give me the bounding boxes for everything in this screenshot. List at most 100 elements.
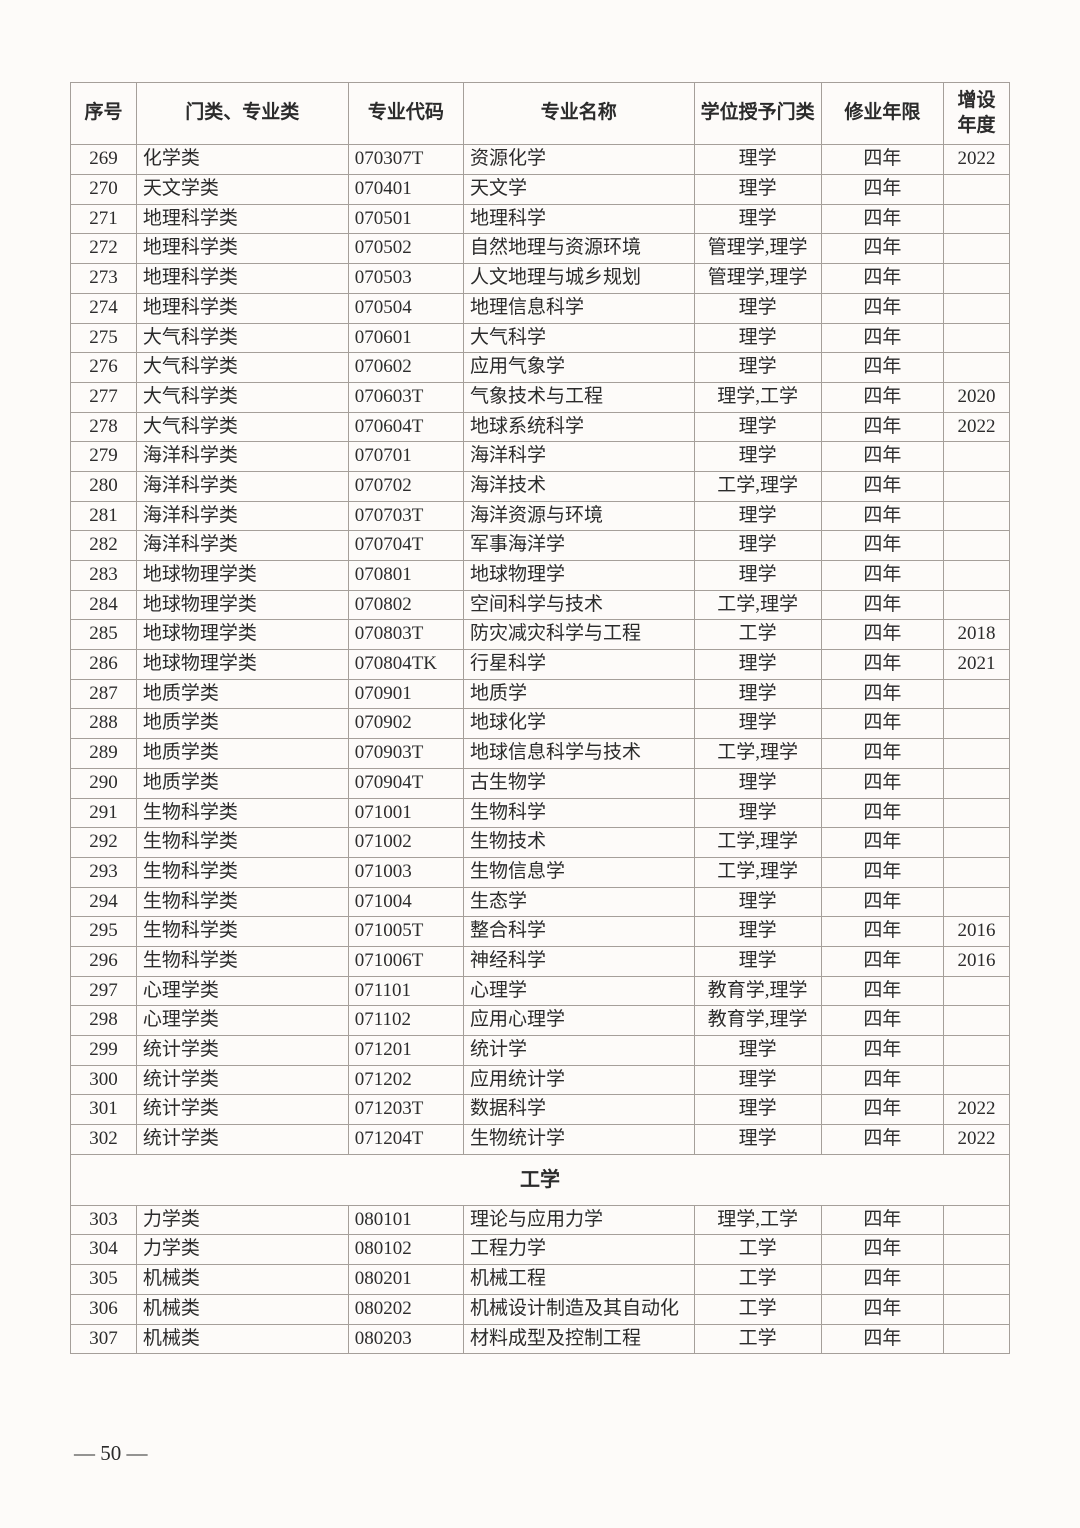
table-cell: 四年 <box>821 264 943 294</box>
table-cell: 070804TK <box>348 650 463 680</box>
table-cell: 304 <box>71 1235 137 1265</box>
table-cell: 四年 <box>821 739 943 769</box>
table-cell <box>944 1294 1010 1324</box>
table-cell: 理学 <box>694 650 821 680</box>
table-cell: 070902 <box>348 709 463 739</box>
table-cell: 应用心理学 <box>464 1006 695 1036</box>
column-header: 门类、专业类 <box>136 83 348 145</box>
table-cell: 四年 <box>821 561 943 591</box>
table-row: 275大气科学类070601大气科学理学四年 <box>71 323 1010 353</box>
table-cell: 工学 <box>694 1324 821 1354</box>
table-cell: 297 <box>71 976 137 1006</box>
table-cell: 294 <box>71 887 137 917</box>
table-cell: 力学类 <box>136 1205 348 1235</box>
table-cell: 应用气象学 <box>464 353 695 383</box>
table-cell: 290 <box>71 768 137 798</box>
table-cell: 海洋资源与环境 <box>464 501 695 531</box>
table-cell: 2016 <box>944 946 1010 976</box>
table-cell <box>944 175 1010 205</box>
table-cell: 理学 <box>694 293 821 323</box>
table-cell: 大气科学类 <box>136 323 348 353</box>
table-cell: 理学 <box>694 323 821 353</box>
table-cell: 生物科学类 <box>136 946 348 976</box>
table-cell: 生物科学类 <box>136 857 348 887</box>
table-cell: 人文地理与城乡规划 <box>464 264 695 294</box>
table-cell: 287 <box>71 679 137 709</box>
table-row: 300统计学类071202应用统计学理学四年 <box>71 1065 1010 1095</box>
table-cell: 2022 <box>944 1095 1010 1125</box>
table-cell: 四年 <box>821 1294 943 1324</box>
table-row: 299统计学类071201统计学理学四年 <box>71 1036 1010 1066</box>
table-cell: 四年 <box>821 1324 943 1354</box>
page-container: 序号门类、专业类专业代码专业名称学位授予门类修业年限增设年度 269化学类070… <box>0 0 1080 1528</box>
table-cell <box>944 234 1010 264</box>
table-cell: 四年 <box>821 1235 943 1265</box>
table-row: 288地质学类070902地球化学理学四年 <box>71 709 1010 739</box>
table-cell: 海洋科学类 <box>136 501 348 531</box>
table-cell: 275 <box>71 323 137 353</box>
table-cell: 机械工程 <box>464 1265 695 1295</box>
table-cell: 行星科学 <box>464 650 695 680</box>
table-cell: 理学 <box>694 561 821 591</box>
table-cell: 298 <box>71 1006 137 1036</box>
table-cell: 071202 <box>348 1065 463 1095</box>
table-cell: 防灾减灾科学与工程 <box>464 620 695 650</box>
table-cell: 四年 <box>821 442 943 472</box>
table-cell: 279 <box>71 442 137 472</box>
table-cell: 天文学 <box>464 175 695 205</box>
majors-table: 序号门类、专业类专业代码专业名称学位授予门类修业年限增设年度 269化学类070… <box>70 82 1010 1354</box>
table-row: 289地质学类070903T地球信息科学与技术工学,理学四年 <box>71 739 1010 769</box>
table-cell: 理学,工学 <box>694 382 821 412</box>
table-cell: 工学,理学 <box>694 590 821 620</box>
table-cell: 070703T <box>348 501 463 531</box>
table-cell: 生物科学类 <box>136 917 348 947</box>
table-cell: 地球物理学类 <box>136 590 348 620</box>
table-row: 291生物科学类071001生物科学理学四年 <box>71 798 1010 828</box>
table-cell: 四年 <box>821 1036 943 1066</box>
table-cell: 理学 <box>694 1036 821 1066</box>
table-cell: 理学 <box>694 887 821 917</box>
column-header: 专业代码 <box>348 83 463 145</box>
table-cell: 070803T <box>348 620 463 650</box>
column-header: 专业名称 <box>464 83 695 145</box>
table-row: 278大气科学类070604T地球系统科学理学四年2022 <box>71 412 1010 442</box>
table-cell <box>944 857 1010 887</box>
table-cell: 071005T <box>348 917 463 947</box>
table-body: 269化学类070307T资源化学理学四年2022270天文学类070401天文… <box>71 145 1010 1354</box>
table-cell: 理学 <box>694 531 821 561</box>
table-row: 305机械类080201机械工程工学四年 <box>71 1265 1010 1295</box>
table-cell: 四年 <box>821 471 943 501</box>
table-cell: 地理科学 <box>464 204 695 234</box>
table-cell: 海洋科学类 <box>136 442 348 472</box>
table-row: 285地球物理学类070803T防灾减灾科学与工程工学四年2018 <box>71 620 1010 650</box>
table-cell: 地质学 <box>464 679 695 709</box>
table-cell: 四年 <box>821 946 943 976</box>
table-cell: 地球信息科学与技术 <box>464 739 695 769</box>
table-cell: 地理科学类 <box>136 264 348 294</box>
table-cell: 四年 <box>821 501 943 531</box>
table-cell: 地理科学类 <box>136 293 348 323</box>
table-cell: 270 <box>71 175 137 205</box>
table-cell: 海洋科学 <box>464 442 695 472</box>
table-cell: 机械类 <box>136 1265 348 1295</box>
table-cell: 四年 <box>821 1006 943 1036</box>
table-cell: 070701 <box>348 442 463 472</box>
table-cell: 274 <box>71 293 137 323</box>
table-cell: 地球物理学类 <box>136 620 348 650</box>
table-row: 297心理学类071101心理学教育学,理学四年 <box>71 976 1010 1006</box>
page-number: — 50 — <box>74 1441 148 1466</box>
table-cell: 2022 <box>944 412 1010 442</box>
table-cell: 工程力学 <box>464 1235 695 1265</box>
table-cell: 工学 <box>694 1294 821 1324</box>
table-cell: 303 <box>71 1205 137 1235</box>
table-cell: 工学 <box>694 620 821 650</box>
table-cell: 四年 <box>821 828 943 858</box>
table-row: 294生物科学类071004生态学理学四年 <box>71 887 1010 917</box>
table-cell: 277 <box>71 382 137 412</box>
table-cell <box>944 1265 1010 1295</box>
table-row: 270天文学类070401天文学理学四年 <box>71 175 1010 205</box>
table-cell: 工学 <box>694 1235 821 1265</box>
table-row: 301统计学类071203T数据科学理学四年2022 <box>71 1095 1010 1125</box>
table-cell: 070502 <box>348 234 463 264</box>
table-cell <box>944 976 1010 1006</box>
